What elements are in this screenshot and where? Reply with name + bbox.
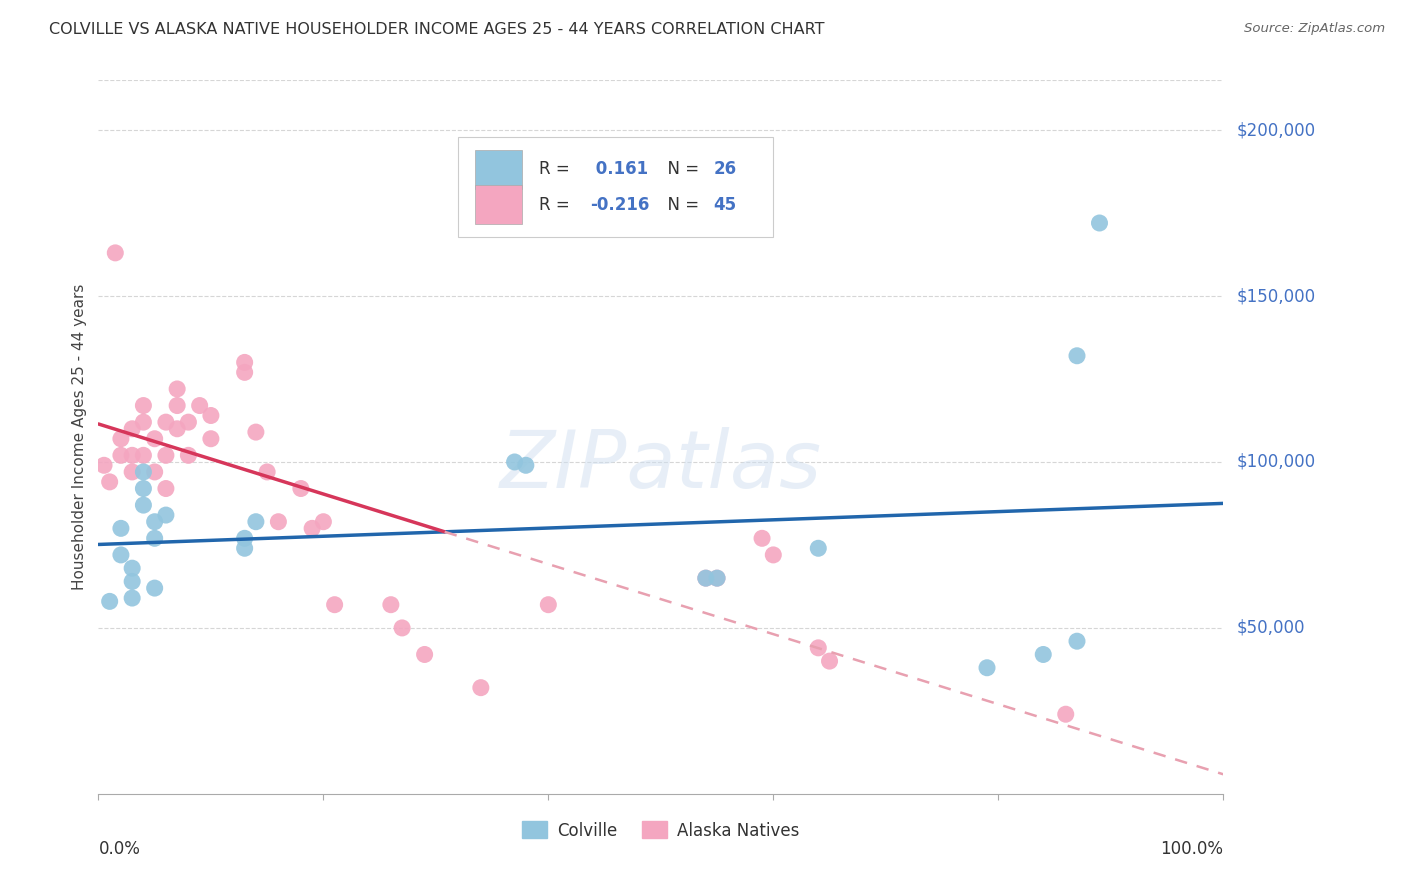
Point bbox=[143, 581, 166, 595]
FancyBboxPatch shape bbox=[475, 186, 523, 225]
Point bbox=[807, 640, 830, 655]
Point bbox=[98, 594, 121, 608]
Text: 26: 26 bbox=[714, 161, 737, 178]
Point bbox=[515, 458, 537, 473]
Point bbox=[233, 531, 256, 545]
Point bbox=[110, 432, 132, 446]
FancyBboxPatch shape bbox=[475, 150, 523, 189]
Legend: Colville, Alaska Natives: Colville, Alaska Natives bbox=[516, 814, 806, 847]
FancyBboxPatch shape bbox=[458, 137, 773, 237]
Y-axis label: Householder Income Ages 25 - 44 years: Householder Income Ages 25 - 44 years bbox=[72, 284, 87, 591]
Point bbox=[177, 415, 200, 429]
Point bbox=[976, 661, 998, 675]
Text: $200,000: $200,000 bbox=[1237, 121, 1316, 139]
Point bbox=[380, 598, 402, 612]
Point bbox=[470, 681, 492, 695]
Point bbox=[143, 432, 166, 446]
Point bbox=[1054, 707, 1077, 722]
Point bbox=[143, 465, 166, 479]
Point bbox=[121, 422, 143, 436]
Point bbox=[132, 465, 155, 479]
Point bbox=[233, 355, 256, 369]
Point bbox=[807, 541, 830, 556]
Point bbox=[143, 531, 166, 545]
Point bbox=[391, 621, 413, 635]
Point bbox=[121, 465, 143, 479]
Point bbox=[818, 654, 841, 668]
Text: $150,000: $150,000 bbox=[1237, 287, 1316, 305]
Text: R =: R = bbox=[540, 161, 575, 178]
Text: -0.216: -0.216 bbox=[591, 196, 650, 214]
Point bbox=[132, 415, 155, 429]
Point bbox=[301, 521, 323, 535]
Text: 0.161: 0.161 bbox=[591, 161, 648, 178]
Point bbox=[323, 598, 346, 612]
Point bbox=[233, 365, 256, 379]
Point bbox=[503, 455, 526, 469]
Point bbox=[93, 458, 115, 473]
Point bbox=[1088, 216, 1111, 230]
Point bbox=[155, 415, 177, 429]
Point bbox=[188, 399, 211, 413]
Point bbox=[1066, 634, 1088, 648]
Point bbox=[166, 422, 188, 436]
Point bbox=[706, 571, 728, 585]
Point bbox=[751, 531, 773, 545]
Point bbox=[155, 508, 177, 522]
Point bbox=[132, 482, 155, 496]
Point bbox=[706, 571, 728, 585]
Point bbox=[256, 465, 278, 479]
Point bbox=[132, 498, 155, 512]
Point bbox=[155, 482, 177, 496]
Point bbox=[233, 541, 256, 556]
Point bbox=[110, 548, 132, 562]
Point bbox=[121, 591, 143, 605]
Point bbox=[695, 571, 717, 585]
Point bbox=[121, 574, 143, 589]
Text: R =: R = bbox=[540, 196, 575, 214]
Point bbox=[155, 448, 177, 462]
Text: 0.0%: 0.0% bbox=[98, 840, 141, 858]
Text: $50,000: $50,000 bbox=[1237, 619, 1306, 637]
Point bbox=[267, 515, 290, 529]
Point bbox=[413, 648, 436, 662]
Text: N =: N = bbox=[658, 196, 704, 214]
Point bbox=[121, 448, 143, 462]
Point bbox=[695, 571, 717, 585]
Point bbox=[110, 448, 132, 462]
Text: COLVILLE VS ALASKA NATIVE HOUSEHOLDER INCOME AGES 25 - 44 YEARS CORRELATION CHAR: COLVILLE VS ALASKA NATIVE HOUSEHOLDER IN… bbox=[49, 22, 825, 37]
Point bbox=[166, 382, 188, 396]
Point bbox=[200, 409, 222, 423]
Point bbox=[1066, 349, 1088, 363]
Point bbox=[110, 521, 132, 535]
Point bbox=[143, 515, 166, 529]
Text: 100.0%: 100.0% bbox=[1160, 840, 1223, 858]
Text: 45: 45 bbox=[714, 196, 737, 214]
Point bbox=[537, 598, 560, 612]
Point bbox=[245, 515, 267, 529]
Point bbox=[290, 482, 312, 496]
Point bbox=[312, 515, 335, 529]
Text: ZIPatlas: ZIPatlas bbox=[499, 426, 823, 505]
Text: $100,000: $100,000 bbox=[1237, 453, 1316, 471]
Point bbox=[762, 548, 785, 562]
Point bbox=[1032, 648, 1054, 662]
Text: N =: N = bbox=[658, 161, 704, 178]
Point bbox=[132, 448, 155, 462]
Point bbox=[177, 448, 200, 462]
Point bbox=[132, 399, 155, 413]
Point bbox=[166, 399, 188, 413]
Text: Source: ZipAtlas.com: Source: ZipAtlas.com bbox=[1244, 22, 1385, 36]
Point bbox=[104, 245, 127, 260]
Point bbox=[121, 561, 143, 575]
Point bbox=[98, 475, 121, 489]
Point bbox=[200, 432, 222, 446]
Point bbox=[245, 425, 267, 439]
